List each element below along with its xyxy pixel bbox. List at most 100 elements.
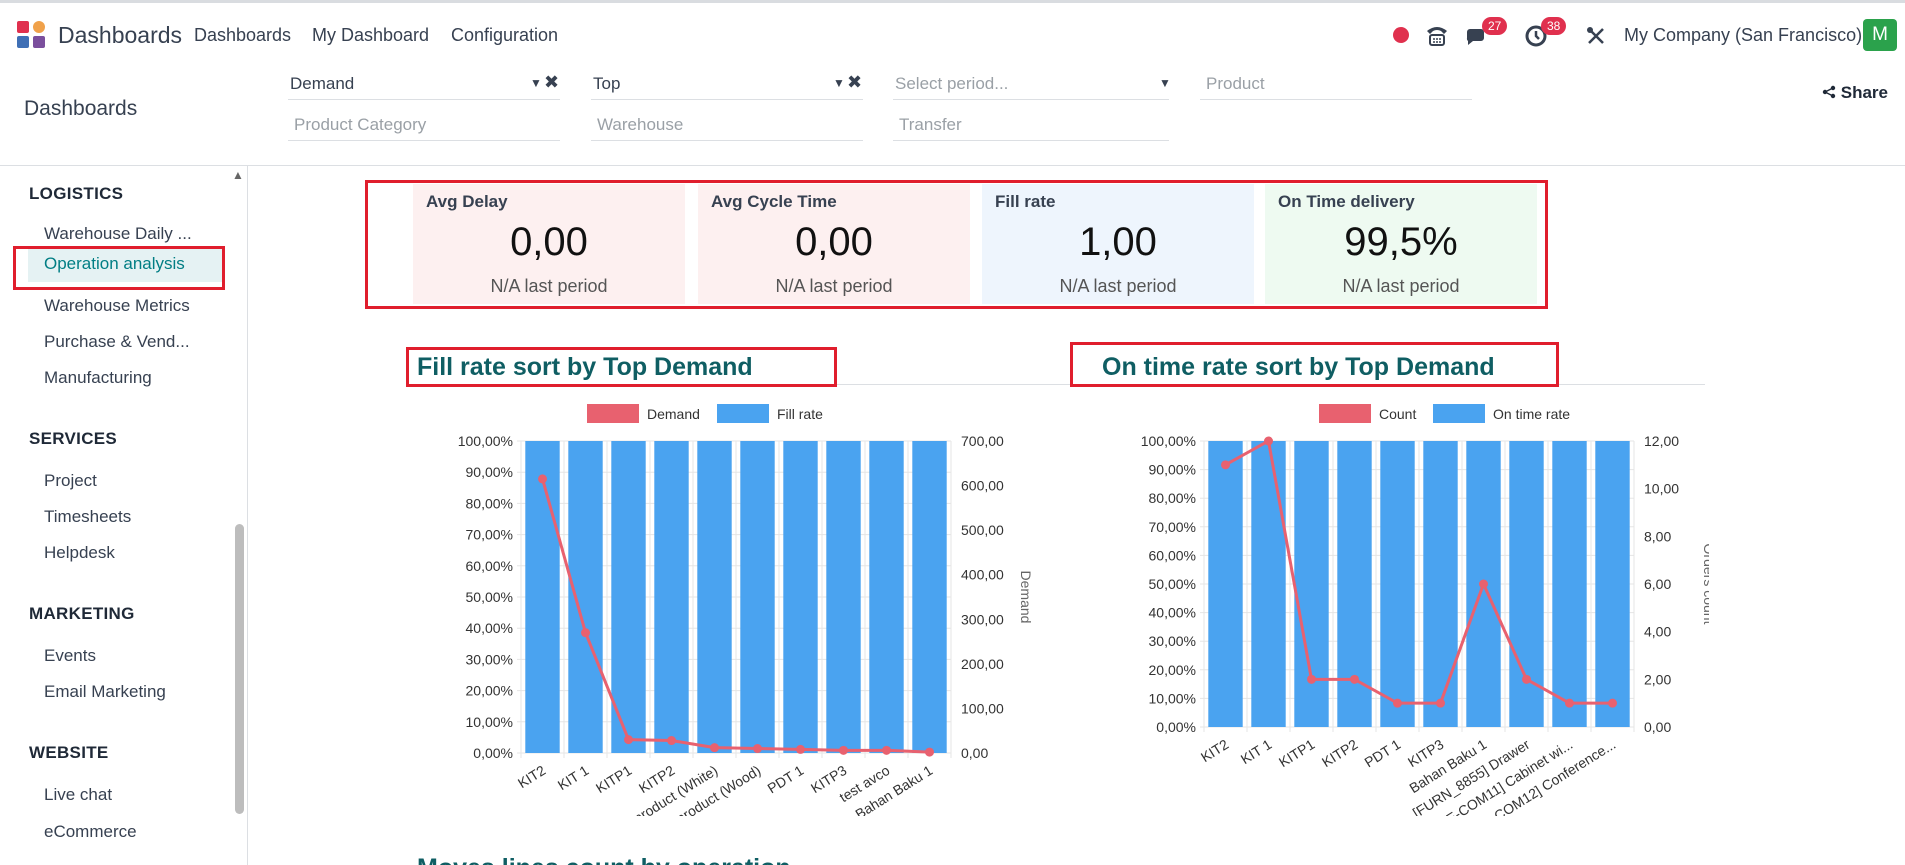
share-button[interactable]: Share bbox=[1822, 83, 1888, 103]
apps-menu-icon[interactable] bbox=[16, 19, 46, 49]
bar bbox=[1337, 441, 1372, 727]
share-icon bbox=[1822, 85, 1836, 99]
sidebar-item-live-chat[interactable]: Live chat bbox=[44, 785, 113, 804]
line-point bbox=[581, 628, 590, 638]
line-point bbox=[538, 474, 547, 484]
bar bbox=[1509, 441, 1544, 727]
y-left-tick-label: 40,00% bbox=[466, 620, 513, 636]
sidebar-item-events[interactable]: Events bbox=[44, 646, 96, 665]
line-point bbox=[1479, 579, 1488, 589]
chevron-down-icon[interactable]: ▼ bbox=[1159, 76, 1171, 90]
y-right-axis-label: Demand bbox=[1018, 571, 1031, 624]
sidebar-item-warehouse-metrics[interactable]: Warehouse Metrics bbox=[44, 296, 190, 315]
product-input[interactable]: Product bbox=[1200, 66, 1472, 100]
kpi-label: Fill rate bbox=[995, 192, 1056, 211]
clear-icon[interactable]: ✖ bbox=[847, 72, 863, 92]
y-left-tick-label: 90,00% bbox=[1149, 462, 1196, 478]
menu-dashboards[interactable]: Dashboards bbox=[194, 25, 292, 45]
breadcrumb: Dashboards bbox=[24, 97, 138, 120]
kpi-comparison: N/A last period bbox=[1059, 276, 1177, 296]
app-name[interactable]: Dashboards bbox=[58, 22, 183, 48]
activity-badge: 38 bbox=[1541, 17, 1567, 35]
sidebar-item-timesheets[interactable]: Timesheets bbox=[44, 507, 132, 526]
sidebar-item-helpdesk[interactable]: Helpdesk bbox=[44, 543, 115, 562]
x-tick-label: KITP1 bbox=[593, 762, 635, 796]
y-left-tick-label: 60,00% bbox=[1149, 547, 1196, 563]
period-placeholder: Select period... bbox=[895, 74, 1009, 93]
bar bbox=[869, 441, 904, 753]
tools-icon[interactable] bbox=[1585, 21, 1609, 49]
sidebar-item-manufacturing[interactable]: Manufacturing bbox=[44, 368, 152, 387]
bar bbox=[783, 441, 818, 753]
menu-configuration[interactable]: Configuration bbox=[451, 25, 559, 45]
line-point bbox=[624, 735, 633, 745]
bar bbox=[611, 441, 646, 753]
line-point bbox=[1608, 698, 1617, 708]
y-left-tick-label: 30,00% bbox=[466, 651, 513, 667]
highlight-chart-title bbox=[406, 347, 837, 387]
bar bbox=[912, 441, 947, 753]
line-point bbox=[925, 747, 934, 757]
kpi-label: Avg Cycle Time bbox=[711, 192, 837, 211]
share-label: Share bbox=[1840, 83, 1888, 102]
dashboard-sidebar: ▲ LOGISTICS Warehouse Daily ... Operatio… bbox=[0, 166, 248, 865]
demand-filter-value: Demand bbox=[290, 74, 355, 93]
warehouse-input[interactable]: Warehouse bbox=[591, 107, 863, 141]
sidebar-item-warehouse-daily[interactable]: Warehouse Daily ... bbox=[44, 224, 192, 243]
y-right-axis-label: Orders count bbox=[1701, 544, 1709, 625]
sidebar-item-purchase-vendor[interactable]: Purchase & Vend... bbox=[44, 332, 190, 351]
user-avatar[interactable]: M bbox=[1863, 19, 1897, 51]
chevron-down-icon[interactable]: ▼ bbox=[530, 76, 542, 90]
transfer-input[interactable]: Transfer bbox=[893, 107, 1169, 141]
y-right-tick-label: 400,00 bbox=[961, 567, 1004, 583]
y-right-tick-label: 6,00 bbox=[1644, 576, 1671, 592]
product-category-placeholder: Product Category bbox=[294, 115, 427, 134]
y-left-tick-label: 50,00% bbox=[1149, 576, 1196, 592]
chevron-down-icon[interactable]: ▼ bbox=[833, 76, 845, 90]
line-point bbox=[1565, 698, 1574, 708]
chat-icon[interactable] bbox=[1464, 21, 1490, 49]
kpi-on-time-delivery: On Time delivery 99,5% N/A last period bbox=[1265, 184, 1537, 304]
company-switcher[interactable]: My Company (San Francisco) bbox=[1624, 25, 1863, 45]
y-left-tick-label: 10,00% bbox=[1149, 690, 1196, 706]
x-tick-label: PDT 1 bbox=[1361, 736, 1403, 771]
chat-badge: 27 bbox=[1482, 17, 1508, 35]
kpi-comparison: N/A last period bbox=[490, 276, 608, 296]
sidebar-item-email-marketing[interactable]: Email Marketing bbox=[44, 682, 166, 701]
period-select[interactable]: Select period... ▼ bbox=[893, 66, 1171, 100]
scroll-up-icon[interactable]: ▲ bbox=[232, 168, 244, 182]
sidebar-scrollbar[interactable] bbox=[235, 524, 244, 814]
legend-swatch bbox=[1433, 404, 1485, 423]
sidebar-item-ecommerce[interactable]: eCommerce bbox=[44, 822, 137, 841]
line-point bbox=[1264, 436, 1273, 446]
x-tick-label: KIT 1 bbox=[1238, 736, 1275, 767]
sidebar-item-operation-analysis[interactable]: Operation analysis bbox=[28, 246, 222, 282]
x-tick-label: KITP2 bbox=[1319, 736, 1361, 770]
kpi-value: 0,00 bbox=[510, 220, 588, 264]
record-icon[interactable] bbox=[1392, 21, 1410, 49]
highlight-chart-title bbox=[1070, 342, 1559, 387]
on-time-rate-chart: 0,00% 10,00% 20,00% 30,00% 40,00% 50,00% 60,00… bbox=[1141, 404, 1709, 816]
activity-clock-icon[interactable] bbox=[1524, 21, 1550, 49]
y-left-tick-label: 0,00% bbox=[473, 745, 513, 761]
bar bbox=[1552, 441, 1587, 727]
y-left-tick-label: 0,00% bbox=[1156, 719, 1196, 735]
bar bbox=[1294, 441, 1329, 727]
demand-filter[interactable]: Demand ▼ ✖ bbox=[288, 66, 560, 100]
y-right-tick-label: 8,00 bbox=[1644, 528, 1671, 544]
chart-title-on-time-rate: On time rate sort by Top Demand bbox=[1102, 353, 1495, 381]
sidebar-item-project[interactable]: Project bbox=[44, 471, 97, 490]
top-filter[interactable]: Top ▼ ✖ bbox=[591, 66, 863, 100]
legend-label: Count bbox=[1379, 406, 1416, 422]
legend-swatch bbox=[1319, 404, 1371, 423]
kpi-value: 0,00 bbox=[795, 220, 873, 264]
phone-icon[interactable] bbox=[1424, 21, 1450, 49]
series-line bbox=[1224, 438, 1613, 705]
menu-my-dashboard[interactable]: My Dashboard bbox=[312, 25, 430, 45]
line-point bbox=[1307, 674, 1316, 684]
clear-icon[interactable]: ✖ bbox=[544, 72, 560, 92]
y-right-tick-label: 100,00 bbox=[961, 700, 1004, 716]
product-category-input[interactable]: Product Category bbox=[288, 107, 560, 141]
bar bbox=[697, 441, 732, 753]
bar bbox=[1595, 441, 1630, 727]
